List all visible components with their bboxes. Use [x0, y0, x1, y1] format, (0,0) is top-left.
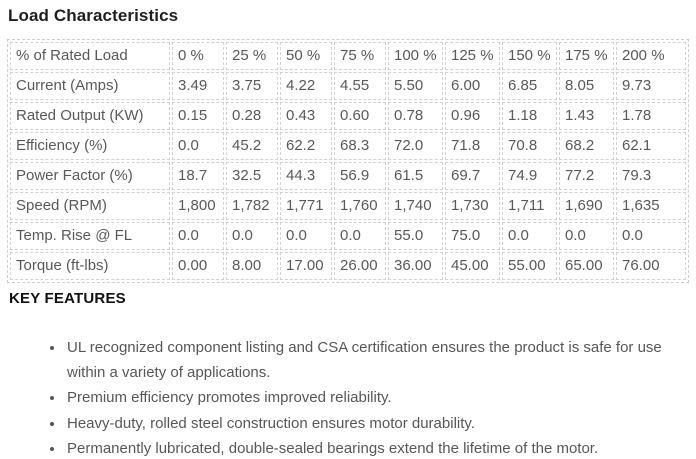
table-cell: 75 %	[334, 42, 386, 70]
table-cell: 5.50	[388, 72, 443, 100]
table-cell: 55.0	[388, 222, 443, 250]
table-row: Efficiency (%) 0.0 45.2 62.2 68.3 72.0 71.8 70.…	[10, 132, 686, 160]
row-label: Speed (RPM)	[10, 192, 170, 220]
table-cell: 69.7	[445, 162, 500, 190]
table-cell: 0.0	[172, 222, 224, 250]
table-cell: 100 %	[388, 42, 443, 70]
table-cell: 125 %	[445, 42, 500, 70]
table-cell: 0.43	[280, 102, 332, 130]
table-cell: 0.00	[172, 252, 224, 280]
table-cell: 1.43	[559, 102, 614, 130]
table-cell: 72.0	[388, 132, 443, 160]
table-cell: 150 %	[502, 42, 557, 70]
table-cell: 8.05	[559, 72, 614, 100]
table-cell: 1,690	[559, 192, 614, 220]
feature-item: UL recognized component listing and CSA …	[65, 336, 675, 385]
table-cell: 36.00	[388, 252, 443, 280]
table-cell: 1.18	[502, 102, 557, 130]
row-label: % of Rated Load	[10, 42, 170, 70]
table-cell: 9.73	[616, 72, 686, 100]
table-row: % of Rated Load 0 % 25 % 50 % 75 % 100 % 125 %…	[10, 42, 686, 70]
table-cell: 70.8	[502, 132, 557, 160]
table-cell: 0.0	[616, 222, 686, 250]
row-label: Efficiency (%)	[10, 132, 170, 160]
table-row: Torque (ft-lbs) 0.00 8.00 17.00 26.00 36.00 45…	[10, 252, 686, 280]
table-cell: 0.15	[172, 102, 224, 130]
table-cell: 0.28	[226, 102, 278, 130]
table-cell: 17.00	[280, 252, 332, 280]
table-cell: 26.00	[334, 252, 386, 280]
table-cell: 4.22	[280, 72, 332, 100]
table-cell: 79.3	[616, 162, 686, 190]
table-cell: 1,782	[226, 192, 278, 220]
table-cell: 0.0	[172, 132, 224, 160]
table-cell: 61.5	[388, 162, 443, 190]
table-cell: 1,760	[334, 192, 386, 220]
table-cell: 0.0	[226, 222, 278, 250]
row-label: Torque (ft-lbs)	[10, 252, 170, 280]
table-row: Power Factor (%) 18.7 32.5 44.3 56.9 61.5 69.7…	[10, 162, 686, 190]
table-cell: 68.3	[334, 132, 386, 160]
table-cell: 32.5	[226, 162, 278, 190]
key-features-list: UL recognized component listing and CSA …	[7, 336, 689, 459]
table-cell: 62.2	[280, 132, 332, 160]
table-cell: 56.9	[334, 162, 386, 190]
row-label: Rated Output (KW)	[10, 102, 170, 130]
table-cell: 0.0	[280, 222, 332, 250]
table-cell: 25 %	[226, 42, 278, 70]
table-cell: 45.2	[226, 132, 278, 160]
row-label: Power Factor (%)	[10, 162, 170, 190]
feature-item: Heavy-duty, rolled steel construction en…	[65, 412, 675, 437]
table-row: Current (Amps) 3.49 3.75 4.22 4.55 5.50 6.00 6.…	[10, 72, 686, 100]
table-cell: 71.8	[445, 132, 500, 160]
table-cell: 50 %	[280, 42, 332, 70]
row-label: Temp. Rise @ FL	[10, 222, 170, 250]
table-cell: 74.9	[502, 162, 557, 190]
row-label: Current (Amps)	[10, 72, 170, 100]
table-cell: 1,711	[502, 192, 557, 220]
table-row: Temp. Rise @ FL 0.0 0.0 0.0 0.0 55.0 75.0 0.0 0.…	[10, 222, 686, 250]
table-cell: 1,771	[280, 192, 332, 220]
table-cell: 1,800	[172, 192, 224, 220]
load-characteristics-title: Load Characteristics	[8, 6, 179, 25]
table-cell: 6.00	[445, 72, 500, 100]
feature-item: Premium efficiency promotes improved rel…	[65, 386, 675, 411]
table-cell: 0.0	[502, 222, 557, 250]
feature-item: Permanently lubricated, double-sealed be…	[65, 437, 675, 459]
table-row: Speed (RPM) 1,800 1,782 1,771 1,760 1,740 1,73…	[10, 192, 686, 220]
table-cell: 76.00	[616, 252, 686, 280]
load-characteristics-table: % of Rated Load 0 % 25 % 50 % 75 % 100 % 125 %…	[7, 39, 689, 283]
table-cell: 0 %	[172, 42, 224, 70]
table-cell: 1,635	[616, 192, 686, 220]
table-cell: 55.00	[502, 252, 557, 280]
table-cell: 3.75	[226, 72, 278, 100]
table-cell: 1,740	[388, 192, 443, 220]
table-cell: 1,730	[445, 192, 500, 220]
key-features-heading: KEY FEATURES	[9, 290, 126, 307]
table-cell: 0.0	[334, 222, 386, 250]
table-cell: 175 %	[559, 42, 614, 70]
table-row: Rated Output (KW) 0.15 0.28 0.43 0.60 0.78 0.9…	[10, 102, 686, 130]
table-cell: 75.0	[445, 222, 500, 250]
table-cell: 6.85	[502, 72, 557, 100]
table-cell: 44.3	[280, 162, 332, 190]
table-cell: 65.00	[559, 252, 614, 280]
table-cell: 8.00	[226, 252, 278, 280]
load-table-body: % of Rated Load 0 % 25 % 50 % 75 % 100 % 125 %…	[10, 42, 686, 280]
table-cell: 0.78	[388, 102, 443, 130]
table-cell: 1.78	[616, 102, 686, 130]
table-cell: 18.7	[172, 162, 224, 190]
table-cell: 3.49	[172, 72, 224, 100]
table-cell: 68.2	[559, 132, 614, 160]
table-cell: 0.96	[445, 102, 500, 130]
table-cell: 200 %	[616, 42, 686, 70]
table-cell: 62.1	[616, 132, 686, 160]
table-cell: 0.60	[334, 102, 386, 130]
table-cell: 0.0	[559, 222, 614, 250]
table-cell: 45.00	[445, 252, 500, 280]
table-cell: 77.2	[559, 162, 614, 190]
table-cell: 4.55	[334, 72, 386, 100]
